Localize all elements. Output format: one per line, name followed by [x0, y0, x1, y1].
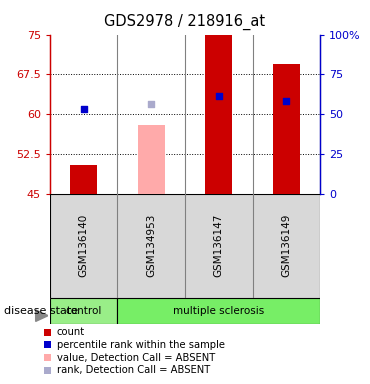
Bar — [118, 298, 320, 324]
Bar — [50, 298, 118, 324]
Text: multiple sclerosis: multiple sclerosis — [173, 306, 265, 316]
Point — [148, 101, 154, 107]
Text: rank, Detection Call = ABSENT: rank, Detection Call = ABSENT — [57, 365, 210, 375]
Text: disease state: disease state — [4, 306, 78, 316]
Point — [283, 98, 289, 104]
Text: GSM134953: GSM134953 — [146, 214, 156, 278]
Point — [81, 106, 87, 112]
Bar — [205, 35, 232, 194]
Bar — [70, 165, 97, 194]
Text: GSM136147: GSM136147 — [214, 214, 224, 278]
Text: GDS2978 / 218916_at: GDS2978 / 218916_at — [104, 13, 266, 30]
Text: GSM136140: GSM136140 — [79, 214, 89, 277]
Text: value, Detection Call = ABSENT: value, Detection Call = ABSENT — [57, 353, 215, 362]
Bar — [138, 125, 165, 194]
Polygon shape — [36, 310, 48, 321]
Text: percentile rank within the sample: percentile rank within the sample — [57, 340, 225, 350]
Bar — [273, 64, 300, 194]
Text: control: control — [65, 306, 102, 316]
Text: GSM136149: GSM136149 — [281, 214, 291, 278]
Text: count: count — [57, 327, 85, 337]
Point — [216, 93, 222, 99]
